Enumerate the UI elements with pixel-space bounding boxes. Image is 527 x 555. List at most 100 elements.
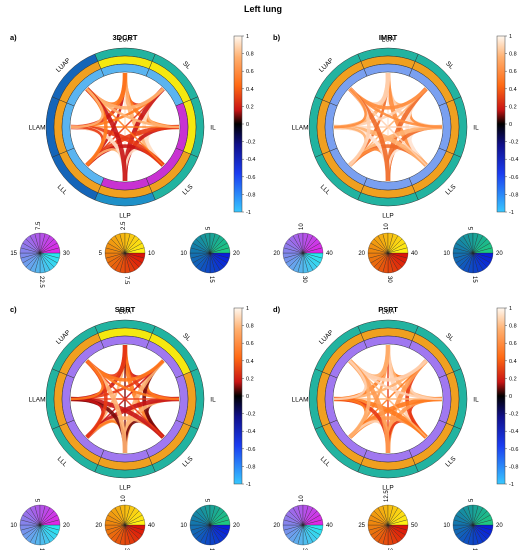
pie-slice (472, 519, 494, 526)
panel-imrt: b) IMRTLUASLILLLSLLPLLLLLAMLUAP10.80.60.4… (273, 33, 518, 283)
pie-tick-label: 5 (469, 226, 475, 230)
pie-tick-label: 20 (358, 251, 365, 257)
colorbar-tick-label: 0.8 (246, 52, 254, 58)
node-label-llam: LLAM (29, 397, 46, 404)
chord-link (333, 359, 367, 401)
colorbar-tick-label: -0.8 (509, 192, 518, 198)
pie-tick-label: 10 (299, 223, 305, 230)
pie-tick-label: 40 (326, 251, 333, 257)
pie-tick-label: 7.5 (123, 276, 129, 285)
pie-tick-label: 10 (148, 251, 155, 257)
colorbar-tick-label: -0.8 (246, 192, 255, 198)
node-label-sl: SL (444, 60, 455, 71)
colorbar-tick-label: -0.8 (509, 464, 518, 470)
colorbar (233, 307, 243, 485)
chord-link (70, 359, 104, 401)
panel-letter: d) (273, 305, 281, 314)
pie-tick-label: 20 (63, 523, 70, 529)
pie-tick-label: 5 (469, 498, 475, 502)
pie-tick-label: 10 (384, 223, 390, 230)
pie-tick-label: 30 (386, 276, 392, 283)
inner-ring-segment (329, 68, 368, 107)
node-label-llam: LLAM (29, 125, 46, 132)
pie-tick-label: 10 (121, 495, 127, 502)
node-label-llp: LLP (382, 213, 394, 220)
pie-tick-label: 15 (471, 276, 477, 283)
colorbar-tick-label: 0.6 (246, 69, 254, 75)
node-label-lls: LLS (444, 183, 458, 197)
colorbar-tick-label: -0.6 (509, 175, 518, 181)
colorbar-tick-label: -0.2 (246, 412, 255, 418)
node-label-lls: LLS (444, 455, 458, 469)
colorbar-tick-label: 0.8 (509, 52, 517, 58)
colorbar-tick-label: 0.6 (246, 341, 254, 347)
pie-tick-label: 10 (180, 523, 187, 529)
pie-tick-label: 15 (10, 251, 17, 257)
colorbar-tick-label: -0.2 (246, 140, 255, 146)
node-label-lua: LUA (382, 37, 395, 44)
node-label-lua: LUA (119, 37, 132, 44)
pie-slice (39, 519, 61, 526)
panel-letter: b) (273, 33, 281, 42)
node-label-llam: LLAM (292, 125, 309, 132)
inner-ring-segment (66, 68, 105, 107)
node-label-sl: SL (181, 332, 192, 343)
pie-tick-label: 5 (99, 251, 103, 257)
node-label-lll: LLL (319, 184, 332, 197)
colorbar-tick-label: -0.4 (509, 429, 518, 435)
figure-title: Left lung (244, 4, 282, 14)
colorbar-tick-label: -0.4 (509, 157, 518, 163)
inner-ring-segment (329, 340, 368, 379)
pie-tick-label: 10 (443, 523, 450, 529)
node-label-sl: SL (444, 332, 455, 343)
pie-tick-label: 5 (36, 498, 42, 502)
pie-tick-label: 30 (63, 251, 70, 257)
colorbar-tick-label: 0 (246, 394, 249, 400)
node-label-sl: SL (181, 60, 192, 71)
colorbar-tick-label: 0 (246, 122, 249, 128)
colorbar-tick-label: 0.6 (509, 341, 517, 347)
pie-tick-label: 40 (148, 523, 155, 529)
colorbar-tick-label: 0.2 (246, 376, 254, 382)
node-label-llp: LLP (382, 485, 394, 492)
colorbar-tick-label: 0.4 (246, 87, 254, 93)
node-label-lls: LLS (181, 183, 195, 197)
colorbar-tick-label: -1 (509, 210, 514, 216)
pie-tick-label: 20 (273, 523, 280, 529)
node-label-lll: LLL (319, 456, 332, 469)
pie-tick-label: 50 (411, 523, 418, 529)
colorbar-tick-label: -0.6 (246, 175, 255, 181)
pie-tick-label: 20 (233, 251, 240, 257)
pie-tick-label: 10 (299, 495, 305, 502)
panel-title: IMRT (379, 33, 398, 42)
node-label-llp: LLP (119, 213, 131, 220)
pie-tick-label: 12.5 (384, 490, 390, 502)
colorbar-tick-label: 0.4 (509, 87, 517, 93)
pie-tick-label: 20 (233, 523, 240, 529)
panel-title: 3DCRT (112, 33, 137, 42)
pie-tick-label: 20 (273, 251, 280, 257)
colorbar-tick-label: 1 (246, 34, 249, 40)
colorbar-tick-label: 1 (509, 306, 512, 312)
colorbar-tick-label: -0.2 (509, 412, 518, 418)
colorbar-tick-label: -0.4 (246, 157, 255, 163)
colorbar-tick-label: -1 (246, 482, 251, 488)
colorbar-tick-label: -0.8 (246, 464, 255, 470)
colorbar-tick-label: -0.6 (246, 447, 255, 453)
panel-pspt: d) PSPTLUASLILLLSLLPLLLLLAMLUAP10.80.60.4… (273, 305, 518, 555)
pie-tick-label: 10 (10, 523, 17, 529)
pie-tick-label: 40 (326, 523, 333, 529)
panel-3dcrt: a) 3DCRTLUASLILLLSLLPLLLLLAMLUAP10.80.60.… (10, 33, 255, 288)
node-label-lua: LUA (382, 309, 395, 316)
panel-letter: c) (10, 305, 17, 314)
colorbar (496, 35, 506, 213)
pie-tick-label: 5 (206, 226, 212, 230)
pie-tick-label: 7.5 (36, 221, 42, 230)
colorbar-tick-label: -1 (246, 210, 251, 216)
colorbar-tick-label: -0.4 (246, 429, 255, 435)
pie-slice (209, 519, 231, 526)
pie-tick-label: 15 (208, 276, 214, 283)
panel-title: SBRT (115, 305, 136, 314)
pie-tick-label: 20 (496, 251, 503, 257)
colorbar-tick-label: -0.2 (509, 140, 518, 146)
